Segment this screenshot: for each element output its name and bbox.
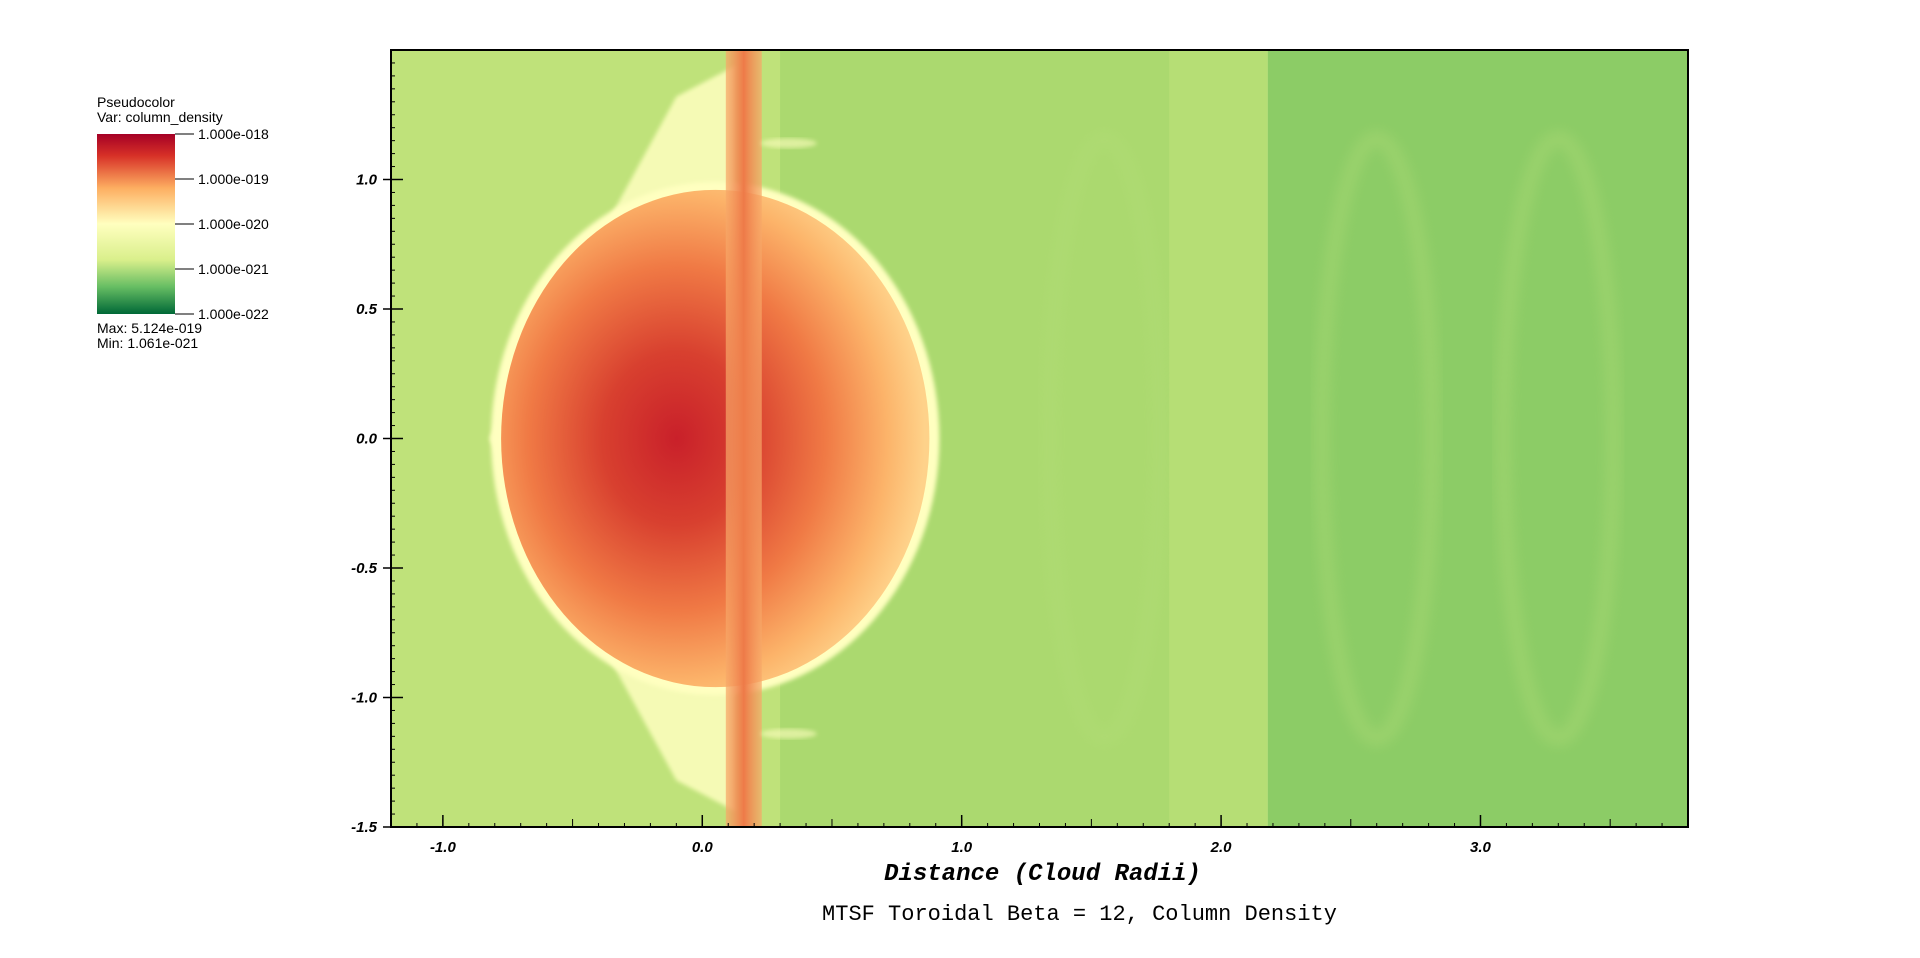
filament-wisp (760, 138, 817, 149)
legend-tick-label: 1.000e-018 (198, 126, 269, 142)
x-axis-label: Distance (Cloud Radii) (884, 861, 1201, 888)
y-tick-label: 1.0 (356, 172, 378, 189)
heatmap-field (391, 50, 1688, 827)
y-tick-label: -1.0 (351, 690, 378, 707)
x-tick-label: 2.0 (1210, 839, 1233, 856)
legend-max: Max: 5.124e-019 (97, 320, 202, 336)
y-tick-label: -1.5 (351, 819, 378, 836)
x-tick-label: 0.0 (692, 839, 714, 856)
x-tick-label: -1.0 (430, 839, 457, 856)
wake-arc (1495, 130, 1622, 747)
legend-tick-label: 1.000e-021 (198, 261, 269, 277)
legend-tick-label: 1.000e-020 (198, 216, 269, 232)
cloud-core (501, 189, 930, 688)
wake-arc (1041, 130, 1168, 747)
axes: -1.0 0.0 1.0 2.0 3.0 -1.5 -1.0 -0.5 0.0 0.5 1.0 (351, 49, 1689, 856)
background-region-transition (1169, 50, 1268, 827)
x-tick-label: 3.0 (1470, 839, 1492, 856)
filament (725, 50, 762, 827)
y-tick-label: -0.5 (351, 560, 378, 577)
legend-tick-label: 1.000e-022 (198, 306, 269, 322)
legend-colorbar (97, 134, 175, 314)
filament-wisp (760, 728, 817, 739)
chart-title: MTSF Toroidal Beta = 12, Column Density (822, 902, 1337, 927)
y-tick-label: 0.5 (356, 301, 378, 318)
color-legend: Pseudocolor Var: column_density 1.000e-0… (97, 94, 269, 351)
wake-arc (1313, 130, 1440, 747)
background-region-far (1267, 50, 1688, 827)
legend-plot-type: Pseudocolor (97, 94, 175, 110)
y-tick-label: 0.0 (356, 431, 378, 448)
legend-tick-label: 1.000e-019 (198, 171, 269, 187)
legend-variable: Var: column_density (97, 109, 223, 125)
legend-min: Min: 1.061e-021 (97, 335, 198, 351)
legend-ticks: 1.000e-018 1.000e-019 1.000e-020 1.000e-021… (175, 126, 269, 322)
x-tick-label: 1.0 (951, 839, 973, 856)
